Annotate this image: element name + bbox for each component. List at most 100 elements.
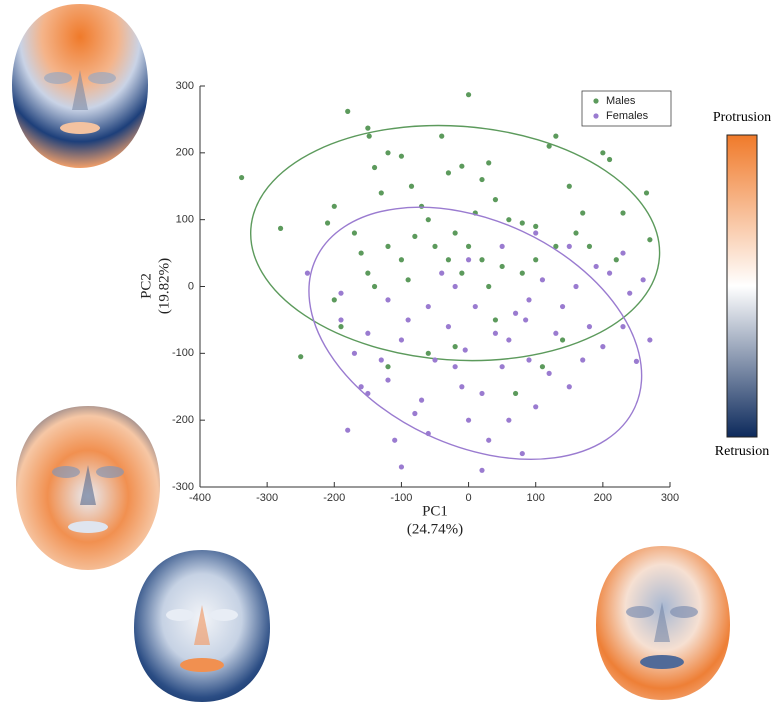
point (439, 271, 444, 276)
point (620, 210, 625, 215)
x-tick-label: 200 (594, 492, 612, 504)
point (493, 197, 498, 202)
y-axis-label-variance: (19.82%) (156, 258, 172, 314)
point (540, 364, 545, 369)
point (600, 150, 605, 155)
point (533, 224, 538, 229)
point (627, 291, 632, 296)
point (567, 184, 572, 189)
point (385, 297, 390, 302)
point (392, 438, 397, 443)
point (338, 291, 343, 296)
face-bottom-right (596, 546, 730, 700)
point (385, 377, 390, 382)
point (620, 250, 625, 255)
point (500, 244, 505, 249)
point (567, 384, 572, 389)
point (580, 357, 585, 362)
point (560, 304, 565, 309)
point (479, 391, 484, 396)
point (446, 170, 451, 175)
point (573, 230, 578, 235)
face-bottom-middle (134, 550, 270, 702)
point (634, 359, 639, 364)
point (567, 244, 572, 249)
x-tick-label: -200 (323, 492, 345, 504)
point (446, 324, 451, 329)
y-tick-label: 0 (188, 280, 194, 292)
point (426, 304, 431, 309)
point (352, 230, 357, 235)
point (620, 324, 625, 329)
point (379, 357, 384, 362)
point (439, 134, 444, 139)
point (345, 109, 350, 114)
point (406, 277, 411, 282)
point (500, 264, 505, 269)
point (432, 357, 437, 362)
x-tick-label: -100 (390, 492, 412, 504)
point (533, 230, 538, 235)
point (463, 347, 468, 352)
y-tick-label: -100 (172, 347, 194, 359)
point (419, 398, 424, 403)
x-tick-label: 300 (661, 492, 679, 504)
x-tick-label: 100 (527, 492, 545, 504)
point (513, 311, 518, 316)
point (479, 468, 484, 473)
legend-label: Males (606, 95, 636, 107)
point (338, 324, 343, 329)
point (506, 418, 511, 423)
point (486, 160, 491, 165)
legend-marker (593, 98, 598, 103)
point (365, 271, 370, 276)
y-tick-label: 100 (176, 214, 194, 226)
x-tick-label: 0 (466, 492, 472, 504)
face-left (16, 406, 160, 570)
point (239, 175, 244, 180)
point (600, 344, 605, 349)
point (338, 317, 343, 322)
point (587, 244, 592, 249)
point (520, 451, 525, 456)
point (466, 244, 471, 249)
y-tick-label: -200 (172, 414, 194, 426)
point (399, 257, 404, 262)
point (345, 428, 350, 433)
legend-marker (593, 113, 598, 118)
point (332, 204, 337, 209)
x-tick-label: -400 (189, 492, 211, 504)
point (580, 210, 585, 215)
point (587, 324, 592, 329)
point (426, 351, 431, 356)
point (540, 277, 545, 282)
point (399, 337, 404, 342)
point (298, 354, 303, 359)
point (479, 177, 484, 182)
point (399, 154, 404, 159)
point (419, 204, 424, 209)
point (573, 284, 578, 289)
x-tick-label: -300 (256, 492, 278, 504)
point (385, 150, 390, 155)
point (641, 277, 646, 282)
point (553, 331, 558, 336)
colorbar-top-label: Protrusion (713, 110, 771, 125)
colorbar-bottom-label: Retrusion (715, 444, 769, 459)
point (459, 164, 464, 169)
point (506, 217, 511, 222)
point (406, 317, 411, 322)
point (453, 230, 458, 235)
point (453, 364, 458, 369)
point (560, 337, 565, 342)
point (372, 284, 377, 289)
point (372, 165, 377, 170)
point (594, 264, 599, 269)
point (409, 184, 414, 189)
point (547, 371, 552, 376)
confidence-ellipse (268, 157, 682, 509)
point (365, 126, 370, 131)
point (513, 391, 518, 396)
point (500, 364, 505, 369)
point (526, 297, 531, 302)
